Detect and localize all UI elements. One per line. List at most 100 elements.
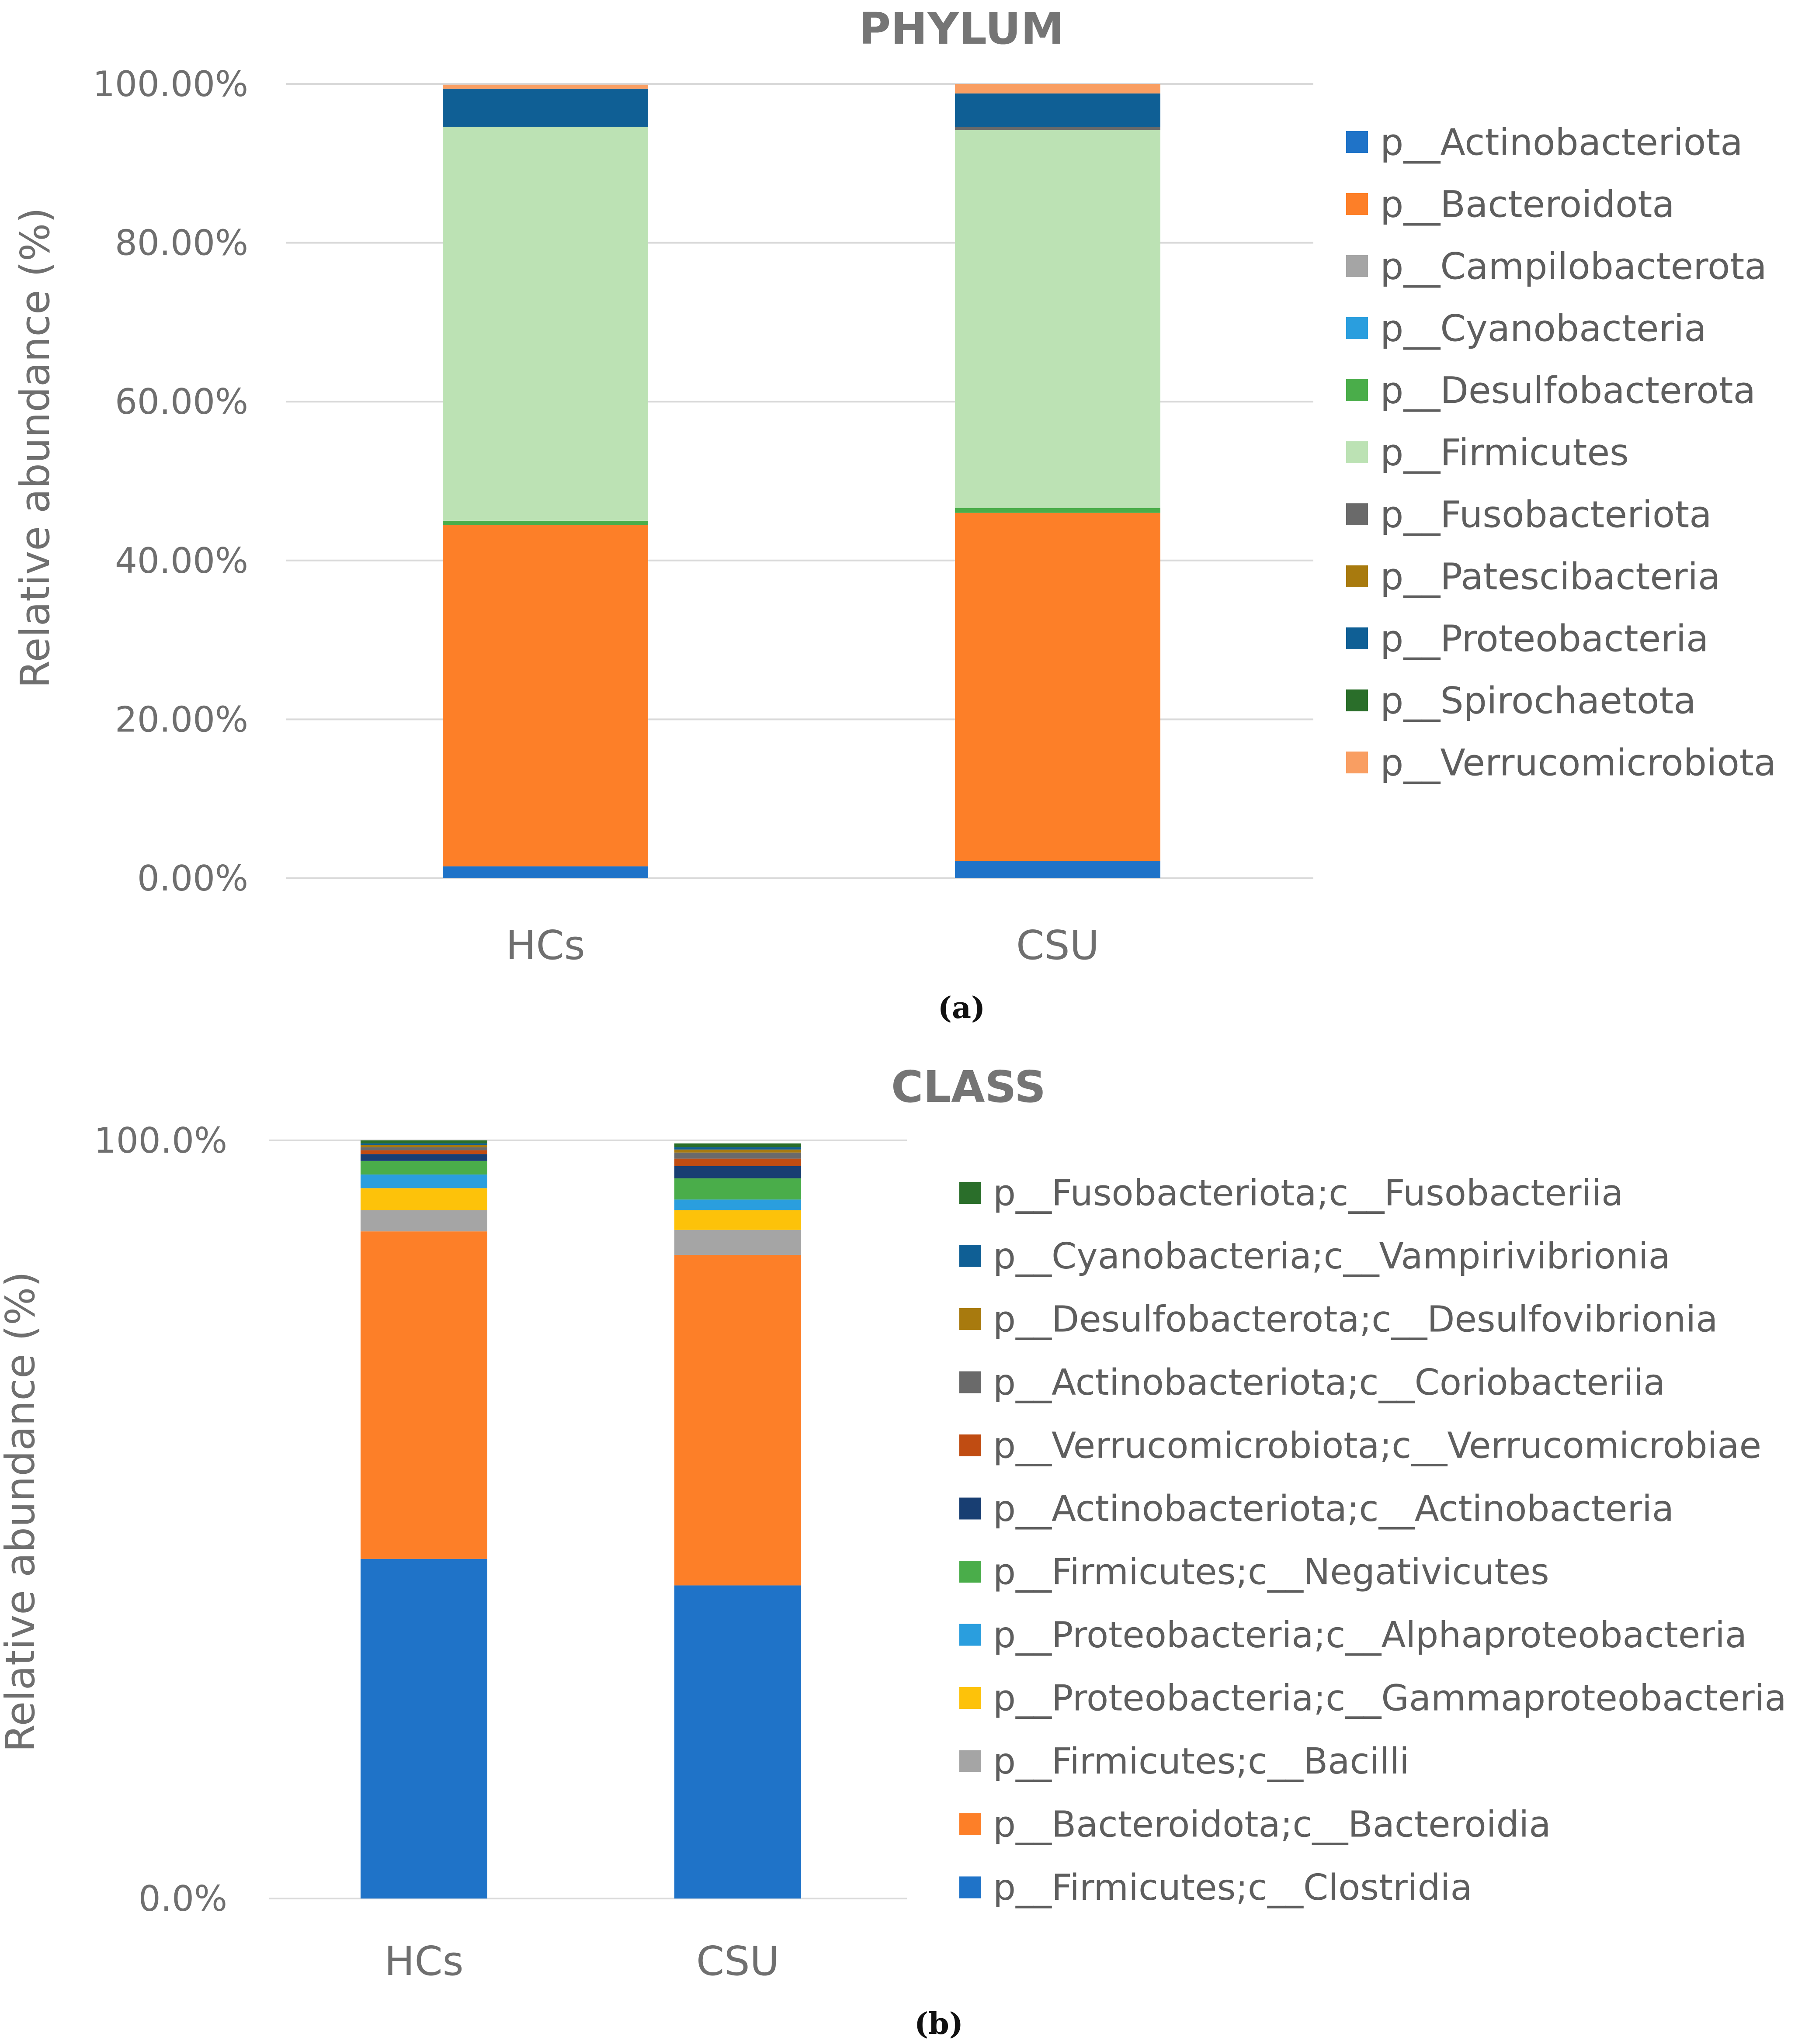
y-axis-title: Relative abundance (%) [12,208,59,688]
legend-label: p__Firmicutes;c__Clostridia [993,1867,1472,1909]
bar-segment-csu-p-proteobacteria-c-alphaproteobacteria [674,1199,801,1210]
bar-segment-hcs-p-verrucomicrobiota [443,84,648,89]
legend-label: p__Firmicutes;c__Negativicutes [993,1552,1549,1593]
x-tick-labels: HCs CSU [384,1938,779,1985]
bar-segment-csu-p-bacteroidota [955,513,1160,861]
bar-segment-hcs-p-cyanobacteria-c-vampirivibrionia [361,1143,487,1145]
legend-swatch-p-proteobacteria-c-alphaproteobacteria [959,1624,981,1646]
legend-swatch-p-cyanobacteria [1346,317,1368,339]
legend-label: p__Bacteroidota [1380,183,1675,225]
legend-label: p__Cyanobacteria;c__Vampirivibrionia [993,1236,1670,1277]
legend-label: p__Actinobacteriota;c__Actinobacteria [993,1488,1674,1530]
legend-swatch-p-actinobacteriota-c-actinobacteria [959,1497,981,1520]
legend-swatch-p-verrucomicrobiota [1346,752,1368,773]
bar-segment-hcs-p-proteobacteria-c-gammaproteobacteria [361,1188,487,1210]
legend-label: p__Desulfobacterota;c__Desulfovibrionia [993,1299,1718,1341]
y-tick-label: 100.0% [94,1120,227,1161]
x-tick-label: HCs [384,1938,463,1985]
chart-title: PHYLUM [859,3,1064,54]
bar-segment-csu-p-desulfobacterota [955,508,1160,513]
bar-segment-hcs-p-actinobacteriota-c-actinobacteria [361,1154,487,1161]
bar-segment-csu-p-fusobacteriota [955,127,1160,130]
legend-swatch-p-desulfobacterota-c-desulfovibrionia [959,1308,981,1330]
phylum-chart: PHYLUM Relative abundance (%) 0.00% 20.00… [12,3,1776,1025]
legend-label: p__Fusobacteriota [1380,493,1712,536]
legend-swatch-p-spirochaetota [1346,689,1368,711]
x-tick-label: CSU [696,1938,779,1985]
bar-segment-csu-p-firmicutes-c-clostridia [674,1585,801,1898]
bar-segment-hcs-p-proteobacteria-c-alphaproteobacteria [361,1174,487,1188]
bar-segment-hcs-p-actinobacteriota [443,866,648,878]
y-tick-labels: 0.0% 100.0% [94,1120,227,1919]
bar-segment-csu-p-fusobacteriota-c-fusobacteriia [674,1143,801,1147]
y-axis-title: Relative abundance (%) [0,1271,44,1752]
legend-swatch-p-firmicutes-c-clostridia [959,1876,981,1898]
legend-label: p__Campilobacterota [1380,245,1767,288]
legend-label: p__Cyanobacteria [1380,307,1707,350]
bar-segment-csu-p-bacteroidota-c-bacteroidia [674,1254,801,1586]
bar-segment-hcs-p-firmicutes [443,127,648,521]
legend-label: p__Spirochaetota [1380,679,1696,722]
legend-swatch-p-actinobacteriota-c-coriobacteriia [959,1371,981,1393]
bar-segment-csu-p-cyanobacteria-c-vampirivibrionia [674,1147,801,1150]
bar-segment-csu-p-firmicutes [955,130,1160,508]
panel-label: (a) [938,991,985,1025]
bar-segment-hcs-p-proteobacteria [443,88,648,127]
y-tick-label: 100.00% [93,64,248,104]
bar-segment-csu-p-actinobacteriota-c-actinobacteria [674,1166,801,1178]
legend-label: p__Firmicutes;c__Bacilli [993,1741,1409,1782]
y-tick-label: 40.00% [115,540,248,581]
bar-segment-csu-p-verrucomicrobiota-c-verrucomicrobiae [674,1158,801,1166]
legend-swatch-p-firmicutes-c-bacilli [959,1750,981,1772]
legend-swatch-p-fusobacteriota-c-fusobacteriia [959,1182,981,1204]
legend-label: p__Desulfobacterota [1380,369,1756,412]
y-tick-label: 80.00% [115,223,248,263]
legend-label: p__Fusobacteriota;c__Fusobacteriia [993,1173,1623,1214]
bar-segment-csu-p-verrucomicrobiota [955,84,1160,94]
legend: p__Actinobacteriota p__Bacteroidota p__Cam… [1346,121,1776,784]
legend-swatch-p-verrucomicrobiota-c-verrucomicrobiae [959,1434,981,1456]
bar-segment-hcs-p-fusobacteriota-c-fusobacteriia [361,1140,487,1143]
panel-label: (b) [914,2006,963,2041]
legend-swatch-p-firmicutes-c-negativicutes [959,1561,981,1583]
bar-segment-csu-p-desulfobacterota-c-desulfovibrionia [674,1149,801,1153]
legend-swatch-p-proteobacteria-c-gammaproteobacteria [959,1687,981,1709]
legend-label: p__Firmicutes [1380,431,1629,474]
bar-segment-csu-p-proteobacteria [955,93,1160,127]
legend-swatch-p-fusobacteriota [1346,503,1368,525]
x-tick-label: CSU [1016,922,1099,969]
bar-segment-hcs-p-verrucomicrobiota-c-verrucomicrobiae [361,1150,487,1154]
bar-segment-csu-p-proteobacteria-c-gammaproteobacteria [674,1210,801,1230]
x-tick-labels: HCs CSU [506,922,1099,969]
legend-label: p__Bacteroidota;c__Bacteroidia [993,1804,1551,1846]
chart-title: CLASS [891,1061,1046,1112]
bar-segment-hcs-p-bacteroidota [443,524,648,866]
bar-segment-hcs-p-firmicutes-c-negativicutes [361,1161,487,1175]
bar-segment-hcs-p-firmicutes-c-clostridia [361,1559,487,1898]
legend-label: p__Verrucomicrobiota;c__Verrucomicrobiae [993,1425,1761,1467]
legend-swatch-p-bacteroidota-c-bacteroidia [959,1813,981,1835]
legend-label: p__Actinobacteriota;c__Coriobacteriia [993,1362,1665,1403]
bar-segment-csu-p-firmicutes-c-negativicutes [674,1178,801,1200]
legend-swatch-p-bacteroidota [1346,193,1368,215]
legend-label: p__Verrucomicrobiota [1380,741,1776,784]
y-tick-label: 0.0% [139,1878,227,1919]
bars [361,1140,801,1898]
bar-segment-hcs-p-bacteroidota-c-bacteroidia [361,1231,487,1559]
bar-segment-hcs-p-desulfobacterota [443,520,648,525]
legend: p__Fusobacteriota;c__Fusobacteriia p__Cya… [959,1173,1787,1909]
legend-swatch-p-patescibacteria [1346,565,1368,587]
bar-segment-csu-p-actinobacteriota [955,861,1160,878]
bars [443,84,1160,878]
class-chart: CLASS Relative abundance (%) 0.0%100.0% … [0,1061,1787,2041]
legend-label: p__Patescibacteria [1380,555,1721,598]
x-tick-label: HCs [506,922,585,969]
legend-swatch-p-cyanobacteria-c-vampirivibrionia [959,1245,981,1267]
legend-label: p__Proteobacteria [1380,617,1709,660]
legend-swatch-p-firmicutes [1346,441,1368,463]
y-tick-label: 0.00% [137,858,248,899]
bar-segment-hcs-p-desulfobacterota-c-desulfovibrionia [361,1145,487,1147]
legend-swatch-p-campilobacterota [1346,255,1368,277]
